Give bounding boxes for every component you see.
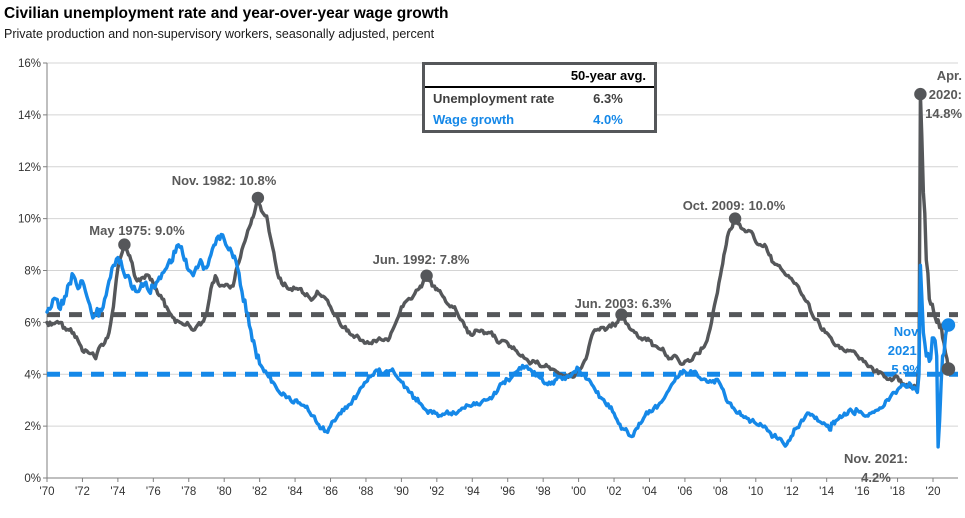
x-tick-label: '70 (40, 486, 55, 498)
y-tick-label: 8% (24, 266, 41, 278)
x-tick-label: '18 (890, 486, 905, 498)
x-tick-label: '98 (536, 486, 551, 498)
y-tick-label: 14% (18, 110, 41, 122)
series-wage-growth (45, 232, 951, 449)
annotation-dot (420, 269, 433, 282)
x-tick-label: '08 (713, 486, 728, 498)
x-tick-label: '94 (465, 486, 481, 498)
legend-value-wage: 4.0% (593, 112, 623, 127)
x-tick-label: '74 (110, 486, 126, 498)
y-tick-label: 10% (18, 214, 41, 226)
x-tick-label: '06 (677, 486, 692, 498)
x-tick-label: '84 (288, 486, 304, 498)
x-tick-label: '20 (926, 486, 941, 498)
series-unemployment (45, 92, 951, 390)
x-tick-label: '14 (819, 486, 835, 498)
x-tick-label: '04 (642, 486, 658, 498)
legend-row-wage: Wage growth 4.0% (425, 109, 654, 130)
x-tick-label: '16 (855, 486, 870, 498)
legend-label-wage: Wage growth (433, 112, 515, 127)
x-tick-label: '82 (252, 486, 267, 498)
y-tick-label: 6% (24, 317, 41, 329)
annotation-dot (118, 238, 131, 251)
legend-row-unemployment: Unemployment rate 6.3% (425, 88, 654, 109)
legend-label-unemployment: Unemployment rate (433, 91, 555, 106)
y-tick-label: 16% (18, 58, 41, 70)
annotation-dot (615, 308, 628, 321)
x-tick-label: '88 (358, 486, 373, 498)
x-tick-label: '72 (75, 486, 90, 498)
legend-value-unemployment: 6.3% (593, 91, 623, 106)
x-tick-label: '00 (571, 486, 586, 498)
x-tick-label: '10 (748, 486, 763, 498)
x-tick-label: '90 (394, 486, 409, 498)
annotation-dot (251, 191, 265, 205)
end-dot-wage (941, 318, 956, 332)
x-tick-label: '96 (500, 486, 515, 498)
x-tick-label: '78 (181, 486, 196, 498)
y-tick-label: 2% (24, 421, 41, 433)
annotation-dot (914, 87, 927, 101)
y-tick-label: 0% (24, 473, 41, 485)
x-tick-label: '92 (429, 486, 444, 498)
y-tick-label: 4% (24, 369, 41, 381)
annotation-dot (728, 212, 742, 225)
legend-header: 50-year avg. (425, 65, 654, 88)
x-tick-label: '86 (323, 486, 338, 498)
y-tick-label: 12% (18, 162, 41, 174)
chart-subtitle: Private production and non-supervisory w… (4, 27, 435, 41)
chart-title: Civilian unemployment rate and year-over… (4, 5, 449, 22)
legend-box: 50-year avg. Unemployment rate 6.3% Wage… (422, 62, 657, 133)
x-tick-label: '02 (607, 486, 622, 498)
end-dot-unemployment (941, 362, 956, 376)
x-tick-label: '12 (784, 486, 799, 498)
x-tick-label: '76 (146, 486, 161, 498)
x-tick-label: '80 (217, 486, 232, 498)
